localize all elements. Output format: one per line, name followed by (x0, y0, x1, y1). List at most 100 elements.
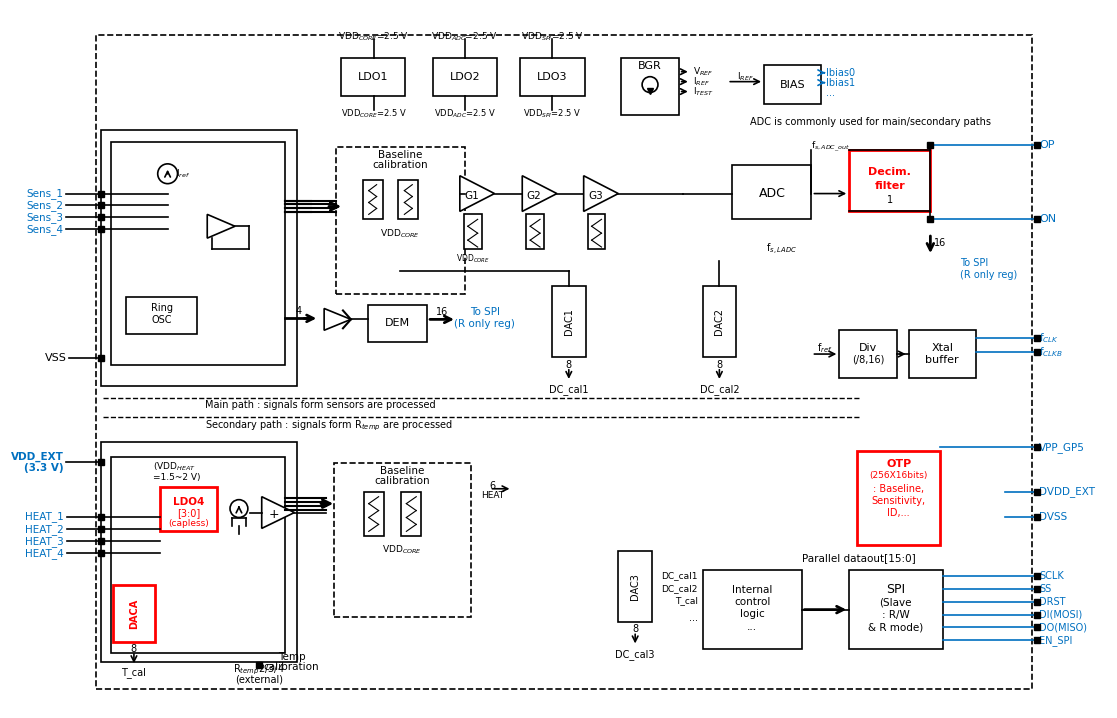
Bar (399, 180, 418, 219)
Text: : Baseline,: : Baseline, (873, 484, 924, 494)
Text: Ibias0: Ibias0 (827, 67, 856, 78)
Bar (703, 570, 802, 649)
Bar (334, 463, 470, 617)
Text: buffer: buffer (926, 355, 960, 365)
Text: SCLK: SCLK (1039, 571, 1065, 581)
Text: (/8,16): (/8,16) (852, 355, 885, 365)
Text: BIAS: BIAS (780, 80, 805, 90)
Polygon shape (460, 176, 495, 211)
Polygon shape (208, 215, 235, 238)
Text: DC_cal1: DC_cal1 (661, 572, 698, 580)
Text: ...: ... (688, 612, 698, 623)
Text: SS: SS (1039, 584, 1051, 594)
Text: [3:0]: [3:0] (176, 508, 200, 518)
Bar (433, 58, 497, 95)
Text: VPP_GP5: VPP_GP5 (1039, 442, 1086, 452)
Text: Decim.: Decim. (868, 167, 911, 177)
Polygon shape (261, 497, 295, 528)
Text: 1: 1 (887, 195, 892, 205)
Text: VDD$_{CORE}$: VDD$_{CORE}$ (381, 228, 420, 241)
Text: VDD$_{CORE}$: VDD$_{CORE}$ (456, 253, 489, 265)
Bar (733, 165, 811, 219)
Text: (R only reg): (R only reg) (961, 270, 1018, 280)
Text: HEAT_1: HEAT_1 (25, 511, 64, 522)
Text: T_cal: T_cal (122, 668, 146, 679)
Text: SPI: SPI (886, 583, 905, 597)
Text: DAC2: DAC2 (715, 308, 725, 335)
Text: Temp: Temp (278, 652, 305, 662)
Text: 8: 8 (716, 360, 723, 370)
Text: (VDD$_{HEAT}$: (VDD$_{HEAT}$ (153, 461, 195, 473)
Text: VDD$_{CORE}$=2.5 V: VDD$_{CORE}$=2.5 V (341, 107, 407, 120)
Text: VDD$_{CORE}$: VDD$_{CORE}$ (382, 544, 422, 556)
Text: DEM: DEM (385, 318, 410, 328)
Text: LDO3: LDO3 (536, 72, 567, 82)
Text: DAC3: DAC3 (630, 574, 640, 600)
Bar (764, 65, 821, 104)
Bar (521, 58, 584, 95)
Bar (341, 58, 405, 95)
Text: I$_{REF}$: I$_{REF}$ (737, 70, 754, 83)
Text: HEAT_4: HEAT_4 (25, 548, 64, 559)
Text: 8: 8 (131, 644, 137, 654)
Bar (908, 330, 976, 378)
Bar (112, 457, 285, 653)
Text: ...: ... (827, 88, 836, 98)
Text: DC_cal1: DC_cal1 (550, 384, 589, 395)
Text: f$_{s,ADC\_out}$: f$_{s,ADC\_out}$ (811, 140, 850, 154)
Text: G1: G1 (465, 190, 479, 200)
Text: =1.5~2 V): =1.5~2 V) (153, 473, 200, 482)
Bar (588, 215, 605, 249)
Text: VDD$_{SPI}$=2.5 V: VDD$_{SPI}$=2.5 V (521, 31, 583, 43)
Bar (102, 130, 297, 386)
Polygon shape (584, 176, 619, 211)
Text: f$_{s,LADC}$: f$_{s,LADC}$ (766, 241, 798, 256)
Bar (619, 551, 652, 623)
Text: (256X16bits): (256X16bits) (869, 472, 928, 480)
Text: ...: ... (747, 623, 757, 633)
Bar (160, 487, 217, 531)
Bar (464, 215, 481, 249)
Text: Parallel dataout[15:0]: Parallel dataout[15:0] (802, 553, 916, 563)
Text: T_cal: T_cal (675, 596, 698, 605)
Text: 8: 8 (565, 360, 572, 370)
Text: (R only reg): (R only reg) (455, 320, 515, 330)
Text: LDO2: LDO2 (449, 72, 480, 82)
Polygon shape (324, 309, 351, 330)
Text: VDD$_{ADC}$=2.5 V: VDD$_{ADC}$=2.5 V (431, 31, 498, 43)
Bar (112, 142, 285, 365)
Bar (367, 304, 427, 342)
Bar (526, 215, 544, 249)
Text: BGR: BGR (638, 61, 662, 71)
Text: VDD$_{CORE}$=2.5 V: VDD$_{CORE}$=2.5 V (338, 31, 409, 43)
Text: OTP: OTP (886, 459, 911, 469)
Text: (capless): (capless) (168, 519, 209, 528)
Text: EN_SPI: EN_SPI (1039, 635, 1072, 645)
Text: HEAT: HEAT (481, 491, 504, 500)
Text: DI(MOSI): DI(MOSI) (1039, 610, 1082, 620)
Text: 4: 4 (295, 307, 302, 317)
Bar (552, 286, 585, 357)
Text: VSS: VSS (45, 353, 67, 363)
Text: DACA: DACA (128, 599, 139, 629)
Text: calibration: calibration (374, 476, 430, 486)
Text: I$_{ref}$: I$_{ref}$ (175, 167, 190, 180)
Text: VDD$_{ADC}$=2.5 V: VDD$_{ADC}$=2.5 V (433, 107, 496, 120)
Text: DC_cal2: DC_cal2 (699, 384, 739, 395)
Text: ADC: ADC (758, 187, 785, 200)
Text: (3.3 V): (3.3 V) (23, 463, 64, 473)
Bar (113, 585, 155, 643)
Text: logic: logic (739, 609, 764, 619)
Text: filter: filter (875, 181, 905, 191)
Text: Baseline: Baseline (380, 466, 424, 476)
Text: Ibias1: Ibias1 (827, 78, 856, 88)
Text: To SPI: To SPI (469, 307, 499, 317)
Text: V$_{REF}$: V$_{REF}$ (693, 65, 713, 78)
Bar (401, 492, 421, 536)
Text: HEAT_2: HEAT_2 (25, 524, 64, 535)
Text: LDO1: LDO1 (357, 72, 388, 82)
Text: DC_cal2: DC_cal2 (661, 584, 698, 593)
Bar (126, 297, 198, 335)
Text: f$_{CLK}$: f$_{CLK}$ (1039, 331, 1059, 345)
Text: Div: Div (859, 343, 877, 353)
